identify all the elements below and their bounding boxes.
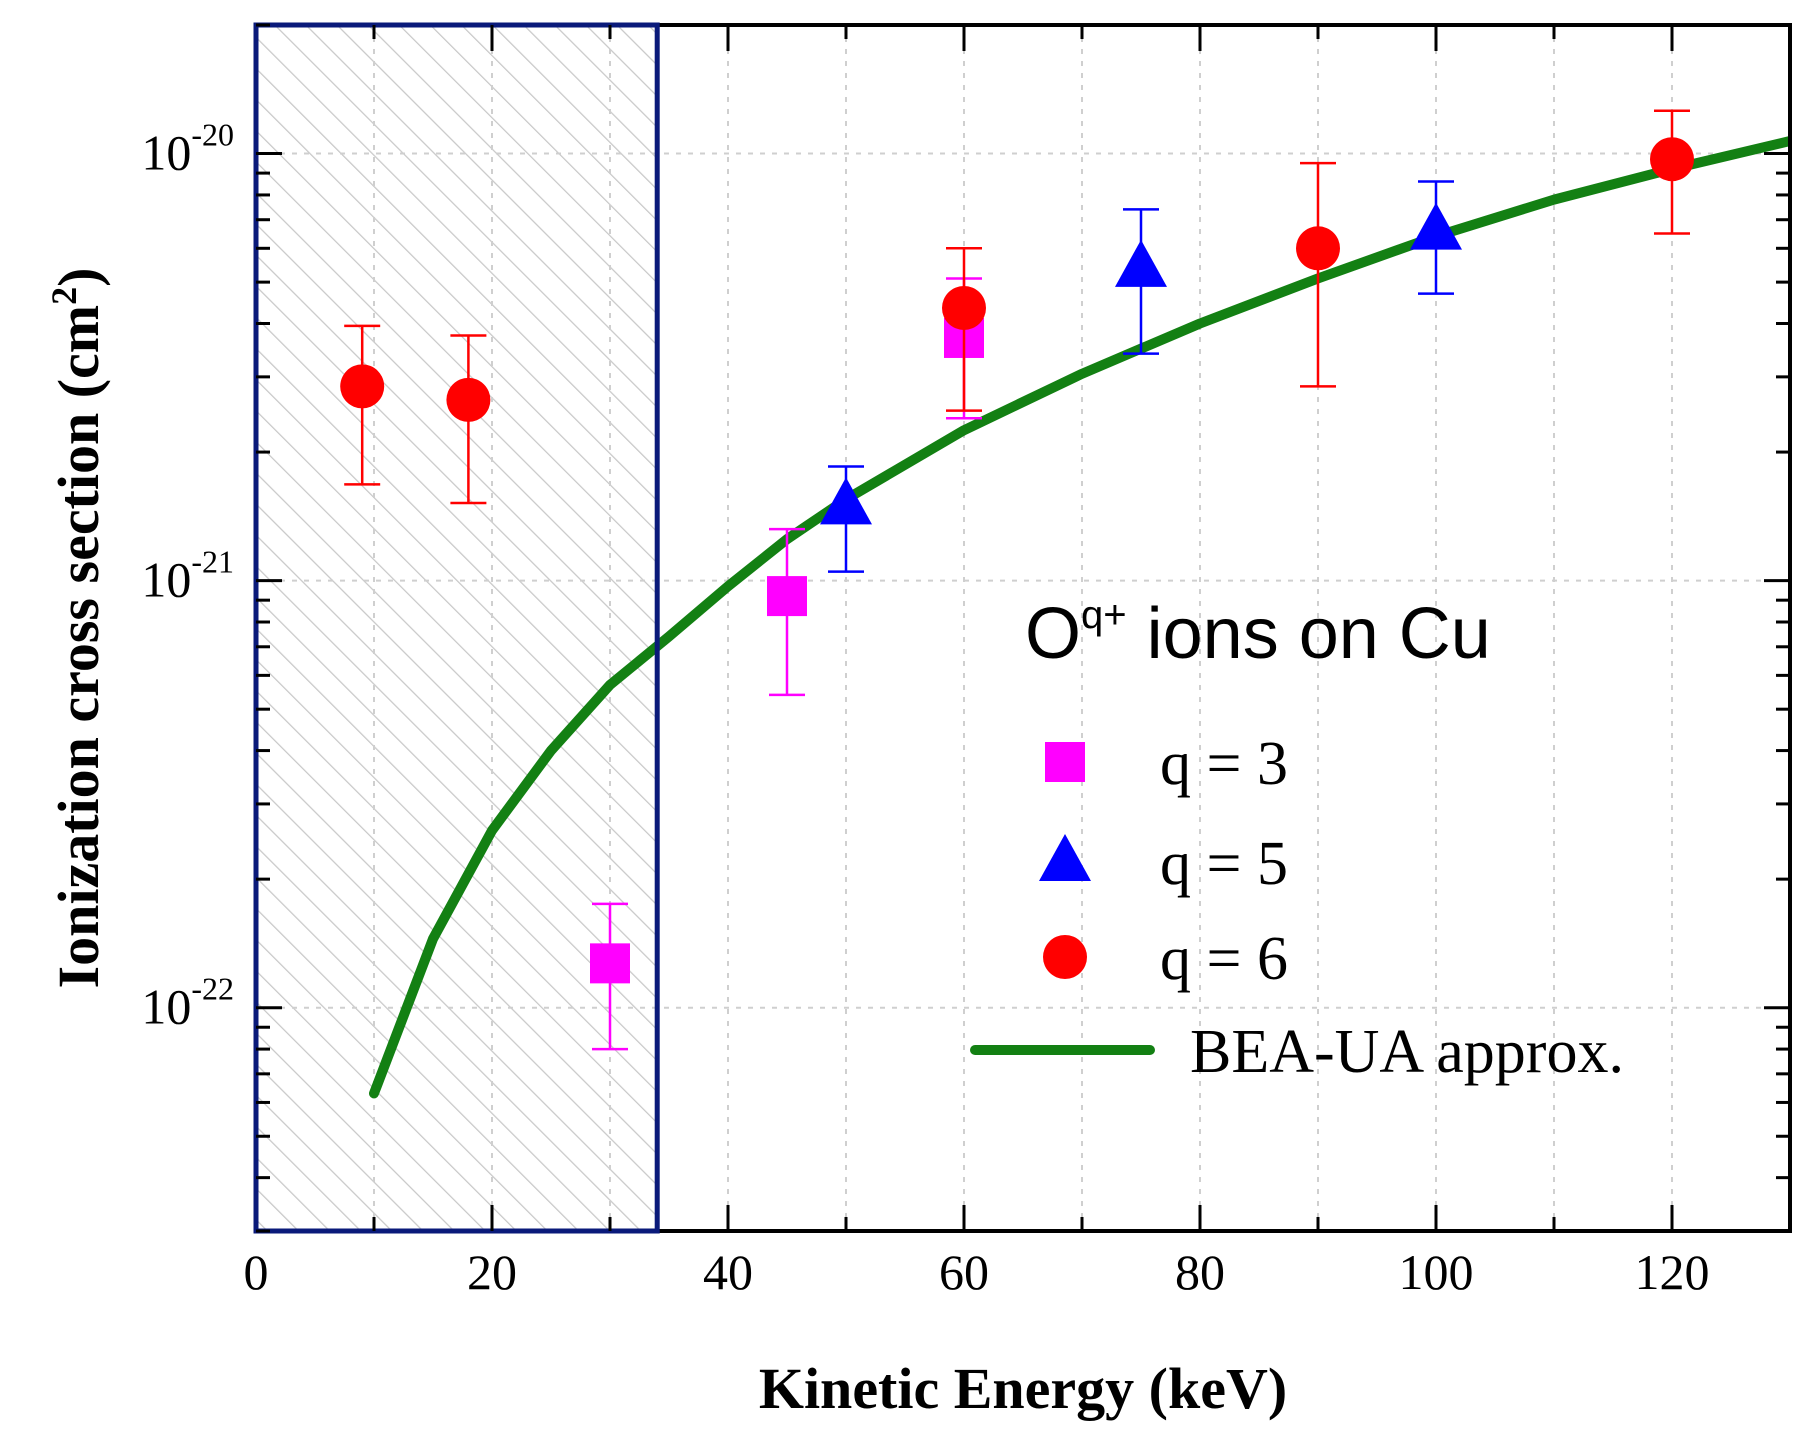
y-axis-title: Ionization cross section (cm2) — [44, 268, 111, 989]
legend-marker-circle — [1043, 935, 1087, 979]
y-tick-label-base: 10 — [141, 552, 191, 608]
shaded-region-layer — [256, 25, 658, 1231]
shaded-region-border — [253, 22, 660, 1234]
data-point-circle — [446, 377, 491, 422]
y-tick-label-exponent: -21 — [191, 544, 234, 580]
y-tick-label: 10-22 — [141, 971, 234, 1035]
legend-label: q = 3 — [1160, 730, 1288, 798]
legend-label: BEA-UA approx. — [1190, 1018, 1624, 1086]
grid-layer — [256, 25, 1790, 1231]
legend: Oq+ ions on Cu q = 3 q = 5 q = 6 BEA-UA app… — [970, 593, 1624, 1086]
series-layer — [340, 109, 1790, 1099]
x-tick-label: 20 — [467, 1244, 517, 1300]
x-tick-label: 100 — [1399, 1244, 1474, 1300]
data-point-circle — [1650, 137, 1694, 182]
x-tick-label: 60 — [939, 1244, 989, 1300]
y-tick-label-exponent: -22 — [191, 971, 234, 1007]
legend-label: q = 5 — [1160, 830, 1288, 898]
x-tick-label: 40 — [703, 1244, 753, 1300]
x-tick-label: 120 — [1635, 1244, 1710, 1300]
legend-title-base: O — [1025, 594, 1081, 674]
legend-label: q = 6 — [1160, 925, 1288, 993]
data-point-triangle — [820, 477, 872, 525]
y-axis-title-main: Ionization cross section (cm — [46, 305, 111, 989]
data-point-triangle — [1410, 202, 1462, 250]
legend-title-sup: q+ — [1081, 593, 1127, 637]
legend-entries: q = 3 q = 5 q = 6 BEA-UA approx. — [970, 730, 1624, 1086]
data-point-square — [590, 943, 630, 984]
y-tick-label-base: 10 — [141, 979, 191, 1035]
y-axis-title-close: ) — [46, 268, 111, 287]
y-tick-label: 10-21 — [141, 544, 234, 608]
data-point-square — [767, 576, 807, 617]
x-axis-title: Kinetic Energy (keV) — [759, 1356, 1287, 1421]
x-tick-label: 80 — [1175, 1244, 1225, 1300]
data-point-triangle — [1115, 239, 1167, 287]
x-tick-label: 0 — [244, 1244, 269, 1300]
legend-title-rest: ions on Cu — [1127, 594, 1491, 674]
frame-layer — [253, 22, 1792, 1234]
legend-title: Oq+ ions on Cu — [1025, 593, 1491, 674]
data-point-circle — [340, 364, 385, 409]
y-axis-title-sup: 2 — [44, 287, 84, 305]
legend-marker-square — [1045, 742, 1085, 782]
shaded-region-hatch — [256, 25, 658, 1231]
legend-marker-triangle — [1039, 834, 1091, 881]
data-point-circle — [942, 285, 986, 330]
y-tick-label-base: 10 — [141, 125, 191, 181]
y-tick-label: 10-20 — [141, 117, 234, 181]
data-point-circle — [1296, 226, 1340, 271]
y-tick-label-exponent: -20 — [191, 117, 234, 153]
